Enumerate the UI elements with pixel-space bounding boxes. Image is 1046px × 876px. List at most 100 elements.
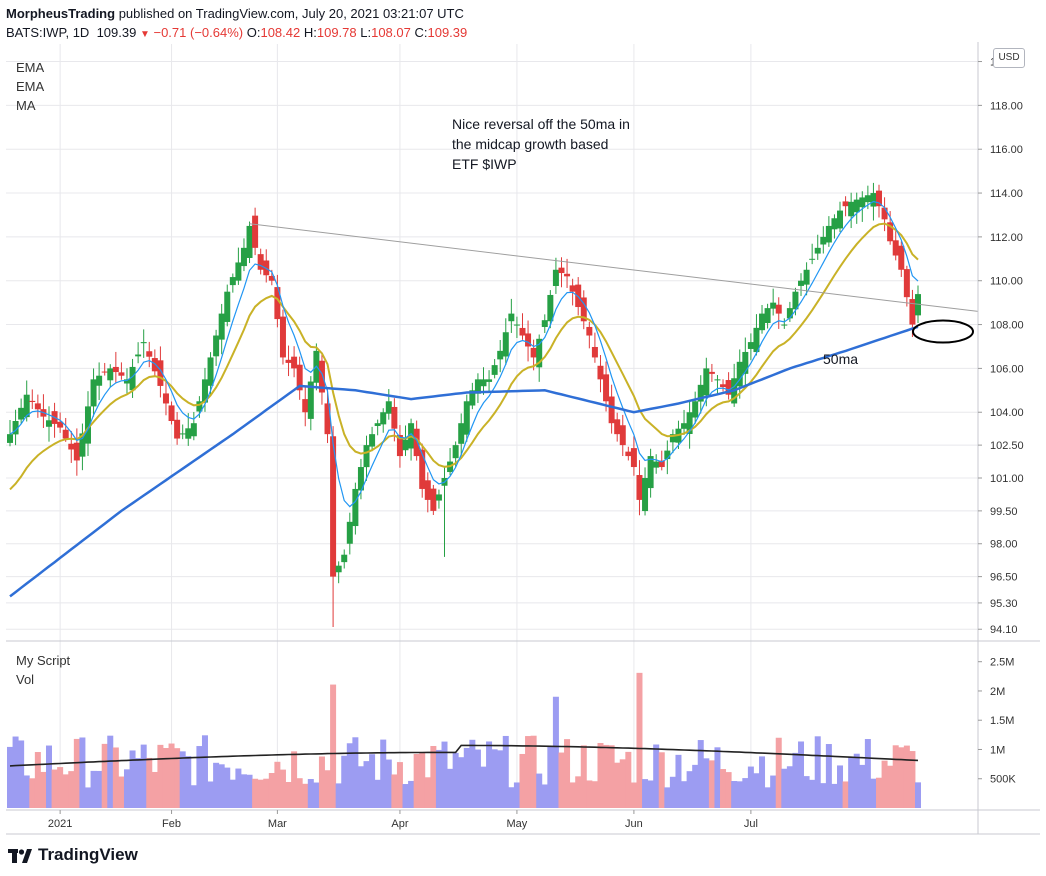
volume-bar bbox=[129, 750, 136, 808]
ma50-line bbox=[9, 325, 919, 598]
ema-fast-label[interactable]: EMA bbox=[16, 60, 45, 75]
publisher-name[interactable]: MorpheusTrading bbox=[6, 6, 116, 21]
y-tick-label: 98.00 bbox=[990, 539, 1018, 551]
volume-bar bbox=[798, 741, 805, 808]
candle-body bbox=[697, 384, 704, 402]
volume-bar bbox=[903, 745, 910, 808]
volume-bar bbox=[213, 762, 220, 808]
volume-bar bbox=[441, 741, 448, 808]
volume-bar bbox=[79, 737, 86, 808]
volume-bar bbox=[564, 739, 571, 808]
volume-bar bbox=[831, 783, 838, 808]
y-tick-label: 114.00 bbox=[990, 188, 1023, 200]
volume-bar bbox=[848, 757, 855, 808]
volume-bar bbox=[770, 775, 777, 808]
candle-body bbox=[753, 327, 760, 353]
volume-bar bbox=[909, 751, 916, 808]
candle-body bbox=[708, 371, 715, 374]
y-tick-label: 110.00 bbox=[990, 276, 1023, 288]
candle-body bbox=[174, 419, 181, 439]
candle-body bbox=[252, 215, 259, 248]
candle-body bbox=[363, 445, 370, 468]
y-tick-label: 96.50 bbox=[990, 572, 1018, 584]
low-label: L: bbox=[360, 25, 372, 40]
volume-bar bbox=[363, 761, 370, 808]
volume-bar bbox=[419, 753, 426, 808]
volume-bar bbox=[530, 735, 537, 808]
candle-body bbox=[285, 359, 292, 363]
candle-body bbox=[692, 401, 699, 418]
volume-bar bbox=[29, 778, 36, 808]
volume-bar bbox=[34, 752, 41, 808]
candle-body bbox=[274, 287, 281, 320]
ma-label[interactable]: MA bbox=[16, 98, 36, 113]
logo-text: TradingView bbox=[38, 845, 138, 864]
y-tick-label: 94.10 bbox=[990, 624, 1018, 636]
volume-bar bbox=[586, 780, 593, 808]
volume-bar bbox=[7, 746, 13, 808]
volume-bar bbox=[675, 754, 682, 808]
candle-body bbox=[330, 436, 337, 577]
open-value: 108.42 bbox=[260, 25, 301, 40]
y-tick-label: 102.50 bbox=[990, 440, 1024, 452]
candle-body bbox=[831, 218, 838, 230]
candle-body bbox=[881, 207, 888, 220]
volume-script-label[interactable]: My Script bbox=[16, 653, 71, 668]
close-value: 109.39 bbox=[427, 25, 468, 40]
candle-body bbox=[770, 302, 777, 309]
volume-bar bbox=[112, 747, 119, 808]
tradingview-logo[interactable]: TradingView bbox=[8, 845, 138, 865]
volume-bar bbox=[870, 778, 877, 808]
candle-body bbox=[775, 304, 782, 314]
candle-body bbox=[725, 380, 732, 395]
volume-bar bbox=[341, 755, 348, 808]
candle-body bbox=[541, 320, 548, 327]
candle-body bbox=[642, 477, 649, 512]
volume-label[interactable]: Vol bbox=[16, 672, 35, 687]
candle-body bbox=[196, 401, 203, 412]
currency-button[interactable]: USD bbox=[993, 48, 1025, 68]
candle-body bbox=[803, 269, 810, 285]
volume-bar bbox=[447, 768, 454, 808]
x-tick-label: May bbox=[507, 818, 528, 830]
volume-bar bbox=[547, 746, 554, 808]
published-text: published on TradingView.com, July 20, 2… bbox=[118, 6, 464, 21]
candle-body bbox=[653, 461, 660, 468]
candle-body bbox=[29, 400, 36, 403]
candle-body bbox=[162, 393, 169, 404]
volume-bar bbox=[291, 751, 298, 808]
candle-body bbox=[898, 245, 905, 270]
y-tick-label: 95.30 bbox=[990, 598, 1018, 610]
ema-fast-line bbox=[9, 200, 919, 508]
volume-bar bbox=[45, 745, 52, 808]
ema-slow-label[interactable]: EMA bbox=[16, 79, 45, 94]
candle-body bbox=[68, 443, 75, 450]
candle-body bbox=[703, 368, 710, 396]
volume-bar bbox=[536, 773, 543, 808]
y-tick-label: 106.00 bbox=[990, 363, 1024, 375]
candle-body bbox=[547, 294, 554, 322]
candle-body bbox=[736, 361, 743, 387]
candle-body bbox=[424, 480, 431, 500]
volume-bar bbox=[51, 769, 58, 808]
volume-bar bbox=[179, 751, 186, 808]
candle-body bbox=[764, 308, 771, 324]
candle-body bbox=[614, 419, 621, 435]
volume-bar bbox=[558, 752, 565, 808]
candle-body bbox=[369, 434, 376, 447]
candle-body bbox=[586, 326, 593, 336]
candle-body bbox=[686, 412, 693, 434]
volume-bar bbox=[736, 781, 743, 808]
volume-bar bbox=[201, 735, 208, 808]
candle-body bbox=[380, 412, 387, 425]
candle-body bbox=[786, 308, 793, 319]
y-tick-label: 99.50 bbox=[990, 506, 1018, 518]
candle-body bbox=[12, 421, 19, 435]
candle-body bbox=[430, 488, 437, 511]
volume-bar bbox=[597, 743, 604, 808]
volume-bar bbox=[636, 672, 643, 808]
candle-body bbox=[887, 222, 894, 242]
candle-body bbox=[402, 439, 409, 451]
candle-body bbox=[781, 324, 788, 326]
